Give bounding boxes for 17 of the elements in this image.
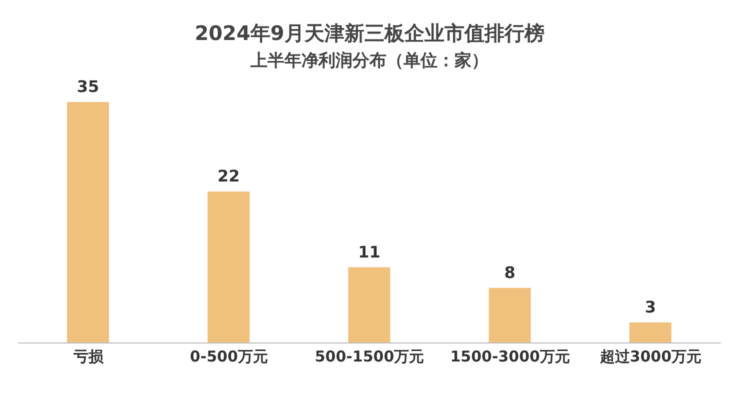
x-tick-label: 0-500万元 xyxy=(190,348,268,366)
data-label: 22 xyxy=(217,166,240,186)
bar xyxy=(67,102,109,343)
chart-title: 2024年9月天津新三板企业市值排行榜 xyxy=(194,20,546,47)
x-tick-label: 500-1500万元 xyxy=(314,348,424,366)
data-label: 11 xyxy=(358,242,380,262)
chart-subtitle: 上半年净利润分布（单位：家） xyxy=(250,50,490,72)
data-label: 8 xyxy=(504,262,516,282)
bar xyxy=(208,192,250,343)
x-tick-label: 亏损 xyxy=(72,348,104,366)
data-label: 35 xyxy=(76,77,100,96)
bar xyxy=(488,288,531,343)
x-tick-label: 1500-3000万元 xyxy=(450,348,570,366)
x-tick-label: 超过3000万元 xyxy=(598,348,702,366)
bar xyxy=(348,267,390,343)
bar xyxy=(629,322,672,343)
data-label: 3 xyxy=(644,297,656,316)
